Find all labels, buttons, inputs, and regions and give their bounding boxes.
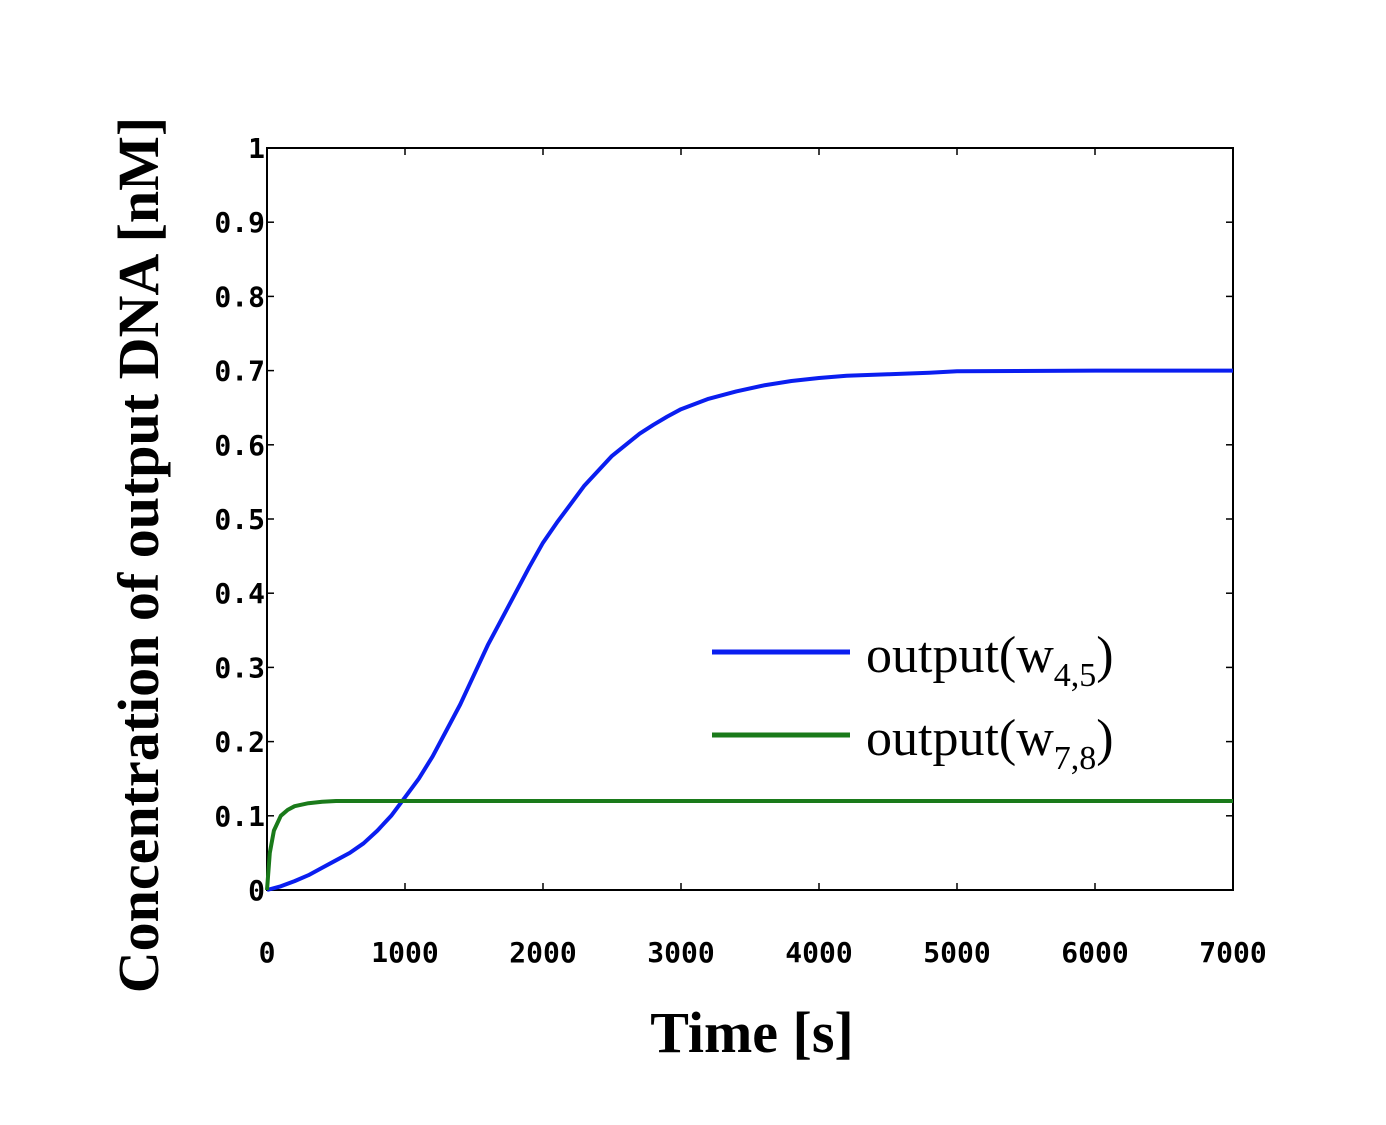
y-tick-label: 1 <box>248 132 265 165</box>
series-line-2 <box>265 799 1233 891</box>
y-tick-label: 0.4 <box>214 577 265 610</box>
x-tick-labels: 0 1000 2000 3000 4000 5000 6000 7000 <box>259 936 1267 969</box>
legend-label: output(w7,8) <box>866 710 1114 777</box>
legend-item: output(w4,5) <box>712 627 1114 694</box>
legend-label-subscript: 7,8 <box>1054 740 1097 777</box>
legend-label-subscript: 4,5 <box>1054 657 1097 694</box>
series-line-1 <box>266 368 1233 892</box>
legend-label: output(w4,5) <box>866 627 1114 694</box>
x-tick-label: 7000 <box>1199 936 1266 969</box>
axis-ticks <box>266 147 1234 891</box>
x-tick-label: 4000 <box>785 936 852 969</box>
y-axis-title: Concentration of output DNA [nM] <box>106 117 171 993</box>
y-tick-label: 0.6 <box>214 429 265 462</box>
y-tick-label: 0.3 <box>214 651 265 684</box>
legend-item: output(w7,8) <box>712 710 1114 777</box>
y-tick-labels: 0 0.1 0.2 0.3 0.4 0.5 0.6 0.7 0.8 0.9 1 <box>214 132 265 907</box>
y-tick-label: 0 <box>248 874 265 907</box>
plot-frame <box>266 147 1234 891</box>
legend-label-close: ) <box>1096 710 1113 767</box>
legend-label-main: output(w <box>866 710 1054 767</box>
plot-area <box>266 147 1234 891</box>
series-lines <box>265 368 1233 892</box>
y-tick-label: 0.5 <box>214 503 265 536</box>
legend-label-close: ) <box>1096 627 1113 684</box>
legend: output(w4,5)output(w7,8) <box>712 627 1114 777</box>
x-axis-title: Time [s] <box>650 1000 854 1065</box>
y-tick-label: 0.1 <box>214 800 265 833</box>
x-tick-label: 1000 <box>371 936 438 969</box>
x-tick-label: 6000 <box>1061 936 1128 969</box>
x-tick-label: 2000 <box>509 936 576 969</box>
x-tick-label: 5000 <box>923 936 990 969</box>
y-tick-label: 0.2 <box>214 726 265 759</box>
x-tick-label: 3000 <box>647 936 714 969</box>
y-tick-label: 0.9 <box>214 206 265 239</box>
y-tick-label: 0.7 <box>214 355 265 388</box>
y-tick-label: 0.8 <box>214 280 265 313</box>
legend-label-main: output(w <box>866 627 1054 684</box>
x-tick-label: 0 <box>259 936 276 969</box>
